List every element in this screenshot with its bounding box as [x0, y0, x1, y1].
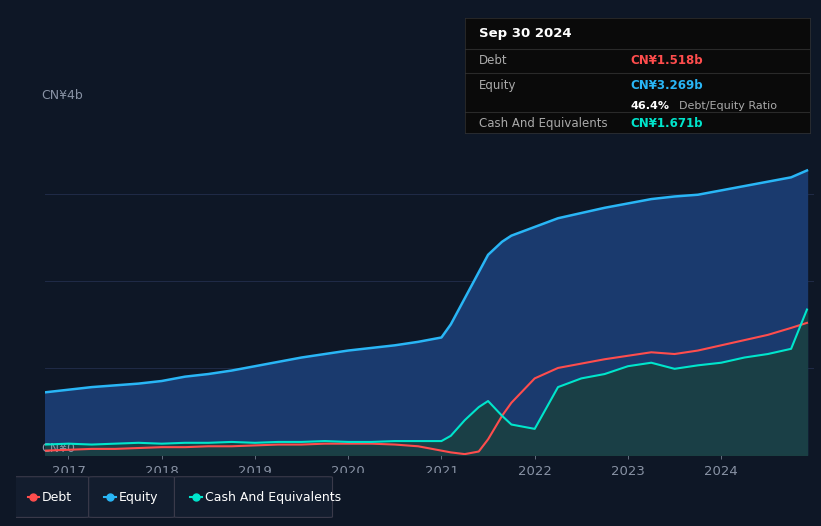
Text: CN¥1.671b: CN¥1.671b — [631, 117, 703, 130]
FancyBboxPatch shape — [175, 477, 333, 518]
Text: Sep 30 2024: Sep 30 2024 — [479, 27, 571, 40]
Text: Cash And Equivalents: Cash And Equivalents — [204, 491, 341, 503]
Text: Cash And Equivalents: Cash And Equivalents — [479, 117, 608, 130]
Text: Equity: Equity — [479, 79, 516, 92]
Text: Debt: Debt — [479, 54, 507, 67]
Text: Equity: Equity — [119, 491, 158, 503]
Text: CN¥0: CN¥0 — [41, 442, 76, 455]
FancyBboxPatch shape — [89, 477, 175, 518]
Text: 46.4%: 46.4% — [631, 101, 670, 111]
Text: Debt: Debt — [42, 491, 72, 503]
Text: CN¥4b: CN¥4b — [41, 89, 83, 103]
FancyBboxPatch shape — [11, 477, 89, 518]
Text: Debt/Equity Ratio: Debt/Equity Ratio — [679, 101, 777, 111]
Text: CN¥3.269b: CN¥3.269b — [631, 79, 704, 92]
Text: CN¥1.518b: CN¥1.518b — [631, 54, 704, 67]
